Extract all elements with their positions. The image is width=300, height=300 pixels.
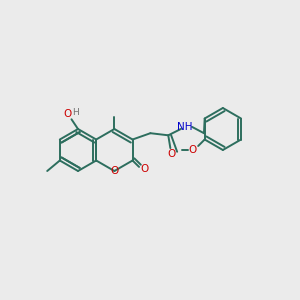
- Text: O: O: [188, 145, 196, 155]
- Text: O: O: [167, 149, 176, 159]
- Text: O: O: [140, 164, 148, 174]
- Text: H: H: [72, 108, 79, 117]
- Text: O: O: [110, 166, 118, 176]
- Text: NH: NH: [177, 122, 193, 132]
- Text: O: O: [63, 109, 72, 119]
